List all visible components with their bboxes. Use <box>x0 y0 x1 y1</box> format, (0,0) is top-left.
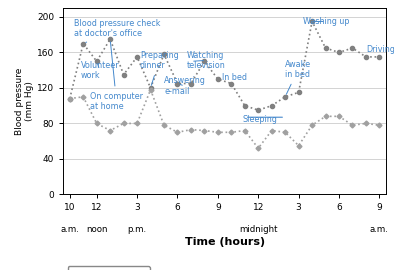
Text: In bed: In bed <box>222 73 247 82</box>
Legend: Systolic, Diastolic: Systolic, Diastolic <box>67 266 150 270</box>
Text: Driving: Driving <box>366 45 394 54</box>
Text: Watching
television: Watching television <box>187 51 226 70</box>
Text: Answering
e-mail: Answering e-mail <box>164 76 206 96</box>
Text: noon: noon <box>86 225 108 234</box>
Text: p.m.: p.m. <box>128 225 147 234</box>
Text: a.m.: a.m. <box>370 225 389 234</box>
Text: a.m.: a.m. <box>60 225 79 234</box>
Text: Washing up: Washing up <box>303 17 349 26</box>
Text: Sleeping: Sleeping <box>242 114 277 124</box>
Text: Awake
in bed: Awake in bed <box>285 60 311 94</box>
Text: On computer
at home: On computer at home <box>90 42 143 111</box>
X-axis label: Time (hours): Time (hours) <box>184 237 265 247</box>
Text: Volunteer
work: Volunteer work <box>80 60 119 80</box>
Text: Preparing
dinner: Preparing dinner <box>140 51 178 85</box>
Text: Blood pressure check
at doctor's office: Blood pressure check at doctor's office <box>74 19 160 42</box>
Text: midnight: midnight <box>239 225 277 234</box>
Y-axis label: Blood pressure
(mm Hg): Blood pressure (mm Hg) <box>15 68 34 135</box>
